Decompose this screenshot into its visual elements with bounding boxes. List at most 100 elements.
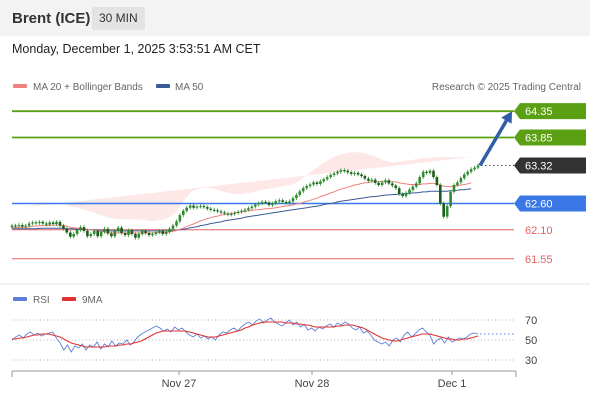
- candle-body: [55, 221, 58, 224]
- candle-body: [278, 200, 281, 202]
- candle-body: [322, 179, 326, 182]
- candle-body: [158, 230, 161, 233]
- legend-label-rsi: RSI: [33, 295, 50, 306]
- candle-body: [89, 234, 93, 237]
- candle-body: [62, 225, 65, 229]
- candle-body: [82, 227, 86, 231]
- candle-body: [14, 225, 17, 227]
- candle-body: [164, 231, 168, 234]
- candle-body: [404, 192, 408, 197]
- candle-body: [34, 222, 38, 224]
- candle-body: [391, 183, 394, 186]
- candle-body: [329, 175, 332, 178]
- candle-body: [415, 183, 418, 187]
- rsi-tick-label-1: 50: [525, 335, 537, 347]
- candle-body: [401, 194, 404, 197]
- candle-body: [79, 227, 82, 230]
- candle-body: [332, 173, 336, 175]
- candle-body: [384, 180, 387, 183]
- candle-body: [209, 208, 212, 210]
- candle-body: [339, 170, 343, 172]
- candle-body: [161, 230, 165, 235]
- candle-body: [219, 211, 223, 213]
- candle-body: [182, 210, 185, 215]
- candle-body: [175, 221, 178, 226]
- legend-swatch-rsi: [13, 297, 27, 301]
- forecast-arrow-shaft: [478, 119, 508, 167]
- candle-body: [305, 186, 308, 189]
- rsi-panel: 70 50 30: [11, 315, 537, 367]
- candle-body: [346, 170, 350, 173]
- candle-body: [233, 212, 236, 214]
- rsi-line: [11, 317, 479, 353]
- candle-body: [308, 184, 312, 187]
- candle-body: [284, 201, 288, 203]
- candle-body: [466, 171, 469, 175]
- candle-body: [120, 227, 123, 233]
- candle-body: [192, 205, 195, 208]
- candle-body: [113, 230, 117, 237]
- chart-header: Brent (ICE) 30 MIN: [0, 0, 590, 36]
- legend-swatch-ma20: [13, 84, 27, 88]
- candle-body: [240, 210, 243, 212]
- candle-body: [27, 223, 31, 226]
- candle-body: [206, 207, 209, 209]
- candle-body: [254, 204, 257, 207]
- candle-body: [373, 179, 377, 183]
- rsi-tick-label-0: 70: [525, 315, 537, 327]
- candle-body: [380, 182, 384, 185]
- candle-body: [45, 223, 48, 225]
- candle-body: [151, 234, 154, 236]
- candle-body: [202, 206, 206, 208]
- candle-body: [397, 188, 401, 194]
- candle-body: [195, 206, 199, 208]
- level-tag-1: [514, 129, 586, 146]
- candle-body: [432, 170, 435, 178]
- candle-body: [250, 206, 254, 209]
- candle-body: [41, 221, 45, 224]
- candle-body: [288, 201, 291, 203]
- candle-body: [315, 182, 319, 184]
- candle-body: [154, 232, 158, 235]
- candle-body: [72, 234, 75, 237]
- candle-body: [281, 200, 284, 202]
- source-credit: Research © 2025 Trading Central: [432, 82, 581, 93]
- level-label-3: 62.60: [525, 199, 553, 211]
- candle-body: [349, 172, 353, 174]
- rsi-legend: RSI 9MA: [13, 295, 103, 306]
- candles: [10, 163, 480, 240]
- candle-body: [360, 174, 363, 177]
- candle-body: [445, 206, 449, 217]
- level-tag-2: [514, 157, 586, 174]
- forecast-arrow: [478, 111, 512, 167]
- candle-body: [185, 207, 188, 211]
- x-tick-label-nov28: Nov 28: [295, 378, 330, 390]
- candle-body: [394, 185, 398, 189]
- candle-body: [343, 170, 346, 172]
- candle-body: [298, 191, 302, 195]
- instrument-title: Brent (ICE): [12, 10, 91, 27]
- candle-body: [336, 171, 339, 174]
- candle-body: [421, 171, 425, 178]
- candle-body: [17, 225, 21, 227]
- candle-body: [171, 225, 175, 229]
- candle-body: [24, 225, 27, 227]
- candle-body: [325, 177, 329, 180]
- candle-body: [48, 222, 51, 225]
- candle-body: [69, 232, 72, 237]
- candle-body: [38, 221, 41, 223]
- legend-swatch-ma50: [156, 84, 170, 88]
- chart-timestamp: Monday, December 1, 2025 3:53:51 AM CET: [12, 42, 261, 56]
- candle-body: [260, 201, 264, 204]
- candle-body: [370, 179, 374, 181]
- candle-body: [271, 203, 274, 206]
- candle-body: [356, 172, 360, 175]
- candle-body: [212, 209, 216, 211]
- candle-body: [363, 176, 367, 179]
- candle-body: [411, 186, 415, 190]
- x-tick-label-nov27: Nov 27: [162, 378, 197, 390]
- timeframe-badge[interactable]: 30 MIN: [92, 7, 145, 30]
- candle-body: [99, 231, 103, 237]
- candle-body: [188, 205, 192, 208]
